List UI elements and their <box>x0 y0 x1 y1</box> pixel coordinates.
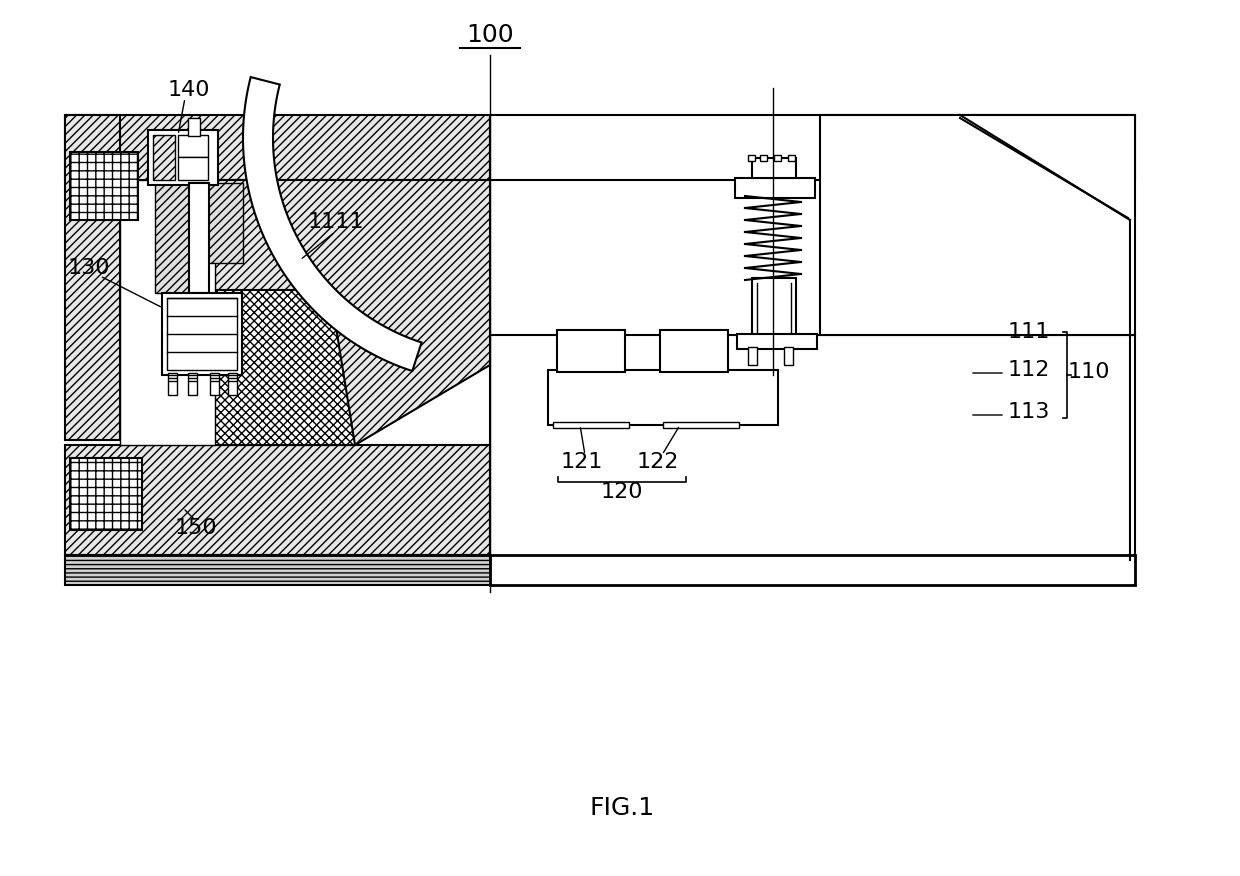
Text: FIG.1: FIG.1 <box>589 796 655 820</box>
Text: 110: 110 <box>1068 362 1111 382</box>
Bar <box>748 347 756 365</box>
Bar <box>188 373 197 395</box>
Text: 121: 121 <box>560 452 603 472</box>
Bar <box>490 555 1135 585</box>
Text: 122: 122 <box>637 452 680 472</box>
Bar <box>155 183 190 293</box>
Bar <box>557 330 625 372</box>
Bar <box>179 135 208 157</box>
Polygon shape <box>243 77 422 371</box>
Bar <box>660 330 728 372</box>
Bar <box>751 158 796 178</box>
Bar <box>179 157 208 180</box>
Bar <box>490 115 1135 180</box>
Polygon shape <box>215 180 490 445</box>
Bar <box>64 115 490 180</box>
Bar <box>490 335 1135 560</box>
Bar <box>167 298 237 370</box>
Bar <box>548 370 777 425</box>
Text: 111: 111 <box>1008 322 1050 342</box>
Bar <box>188 118 200 136</box>
Bar <box>787 155 795 161</box>
Bar <box>64 115 120 440</box>
Bar <box>748 155 755 161</box>
Bar <box>64 555 495 585</box>
Text: 113: 113 <box>1008 402 1050 422</box>
Bar <box>148 130 218 185</box>
Bar <box>774 155 781 161</box>
Bar <box>153 135 175 180</box>
Bar <box>69 152 138 220</box>
Bar <box>162 293 242 375</box>
Bar <box>188 183 210 293</box>
Bar <box>64 445 490 555</box>
Bar <box>228 373 237 395</box>
Bar <box>69 458 143 530</box>
Bar <box>735 178 815 198</box>
Polygon shape <box>215 290 355 445</box>
Text: 112: 112 <box>1008 360 1050 380</box>
Text: 120: 120 <box>600 482 644 502</box>
Text: 130: 130 <box>68 258 110 278</box>
Text: 140: 140 <box>167 80 211 100</box>
Bar <box>663 422 739 428</box>
Bar <box>208 183 243 263</box>
Bar <box>737 334 817 349</box>
Polygon shape <box>120 180 215 445</box>
Bar <box>167 373 177 395</box>
Bar <box>760 155 768 161</box>
Bar <box>210 373 219 395</box>
Text: 150: 150 <box>175 518 217 538</box>
Bar <box>751 278 796 336</box>
Text: 100: 100 <box>466 23 513 47</box>
Bar <box>553 422 629 428</box>
Text: 1111: 1111 <box>308 212 365 232</box>
Bar <box>820 115 1135 335</box>
Bar <box>784 347 794 365</box>
